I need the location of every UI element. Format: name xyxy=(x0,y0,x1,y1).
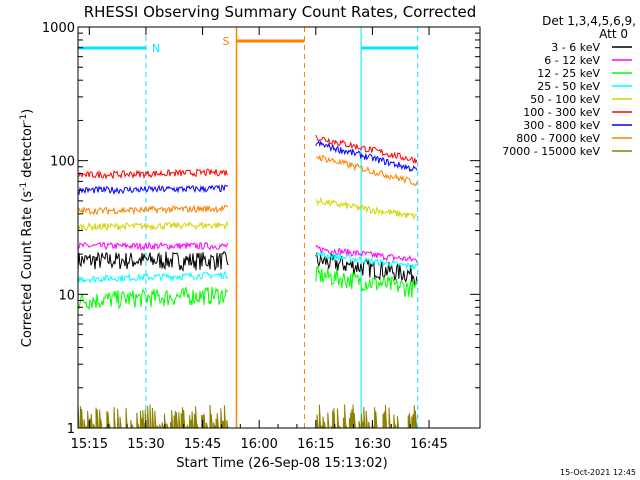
y-axis-label: Corrected Count Rate (s-1 detector-1) xyxy=(19,109,35,347)
legend-header-line-2: Att 0 xyxy=(599,27,628,41)
y-axis-label-main: Corrected Count Rate (s xyxy=(20,191,35,348)
series-line xyxy=(315,265,418,298)
series-line xyxy=(77,183,229,196)
x-tick-label: 16:00 xyxy=(240,437,277,452)
x-tick-label: 15:45 xyxy=(184,437,221,452)
series-line xyxy=(315,251,418,271)
x-tick-label: 16:30 xyxy=(354,437,391,452)
x-tick-label: 15:30 xyxy=(127,437,164,452)
series-line xyxy=(77,270,229,284)
plot-area: NS xyxy=(77,27,419,430)
x-tick-label: 15:15 xyxy=(71,437,108,452)
x-axis-label: Start Time (26-Sep-08 15:13:02) xyxy=(176,456,387,471)
legend-label: 800 - 7000 keV xyxy=(516,132,600,145)
series-line xyxy=(315,154,418,187)
series-line xyxy=(77,241,229,252)
legend-label: 300 - 800 keV xyxy=(523,119,600,132)
y-axis-label-mid: detector xyxy=(20,122,35,182)
legend-label: 50 - 100 keV xyxy=(530,93,600,106)
series-line xyxy=(77,250,229,272)
night-label: N xyxy=(152,42,160,55)
series-line xyxy=(315,404,418,430)
plot-frame xyxy=(77,26,481,429)
legend-label: 6 - 12 keV xyxy=(544,54,600,67)
legend-label: 100 - 300 keV xyxy=(523,106,600,119)
chart-title: RHESSI Observing Summary Count Rates, Co… xyxy=(84,3,477,21)
legend-label: 3 - 6 keV xyxy=(551,41,600,54)
legend-label: 7000 - 15000 keV xyxy=(502,145,600,158)
y-axis-label-end: ) xyxy=(20,109,35,114)
legend-label: 12 - 25 keV xyxy=(537,67,600,80)
y-axis-label-sup2: -1 xyxy=(19,114,29,123)
y-tick-label: 1 xyxy=(67,422,75,437)
series-line xyxy=(315,134,418,164)
series-line xyxy=(77,168,229,180)
y-tick-label: 100 xyxy=(50,155,75,170)
series-line xyxy=(315,196,418,221)
x-tick-label: 16:45 xyxy=(410,437,447,452)
x-tick-label: 16:15 xyxy=(297,437,334,452)
y-tick-label: 1000 xyxy=(42,21,75,36)
series-line xyxy=(77,204,229,216)
y-axis-label-sup: -1 xyxy=(19,182,29,191)
legend-header-line-1: Det 1,3,4,5,6,9, xyxy=(542,14,636,28)
y-tick-label: 10 xyxy=(58,288,75,303)
x-axis-ticks: 15:15 15:30 15:45 16:00 16:15 16:30 16:45 xyxy=(71,27,448,452)
series-line xyxy=(77,220,229,232)
series-line xyxy=(315,140,418,173)
series-line xyxy=(315,244,418,263)
y-axis-ticks: 1 10 100 1000 xyxy=(42,21,480,437)
saa-label: S xyxy=(223,35,230,48)
series-line xyxy=(315,251,418,286)
footer-date: 15-Oct-2021 12:45 xyxy=(560,468,636,477)
legend-label: 25 - 50 keV xyxy=(537,80,600,93)
series-line xyxy=(77,286,229,311)
series-line xyxy=(77,404,229,430)
